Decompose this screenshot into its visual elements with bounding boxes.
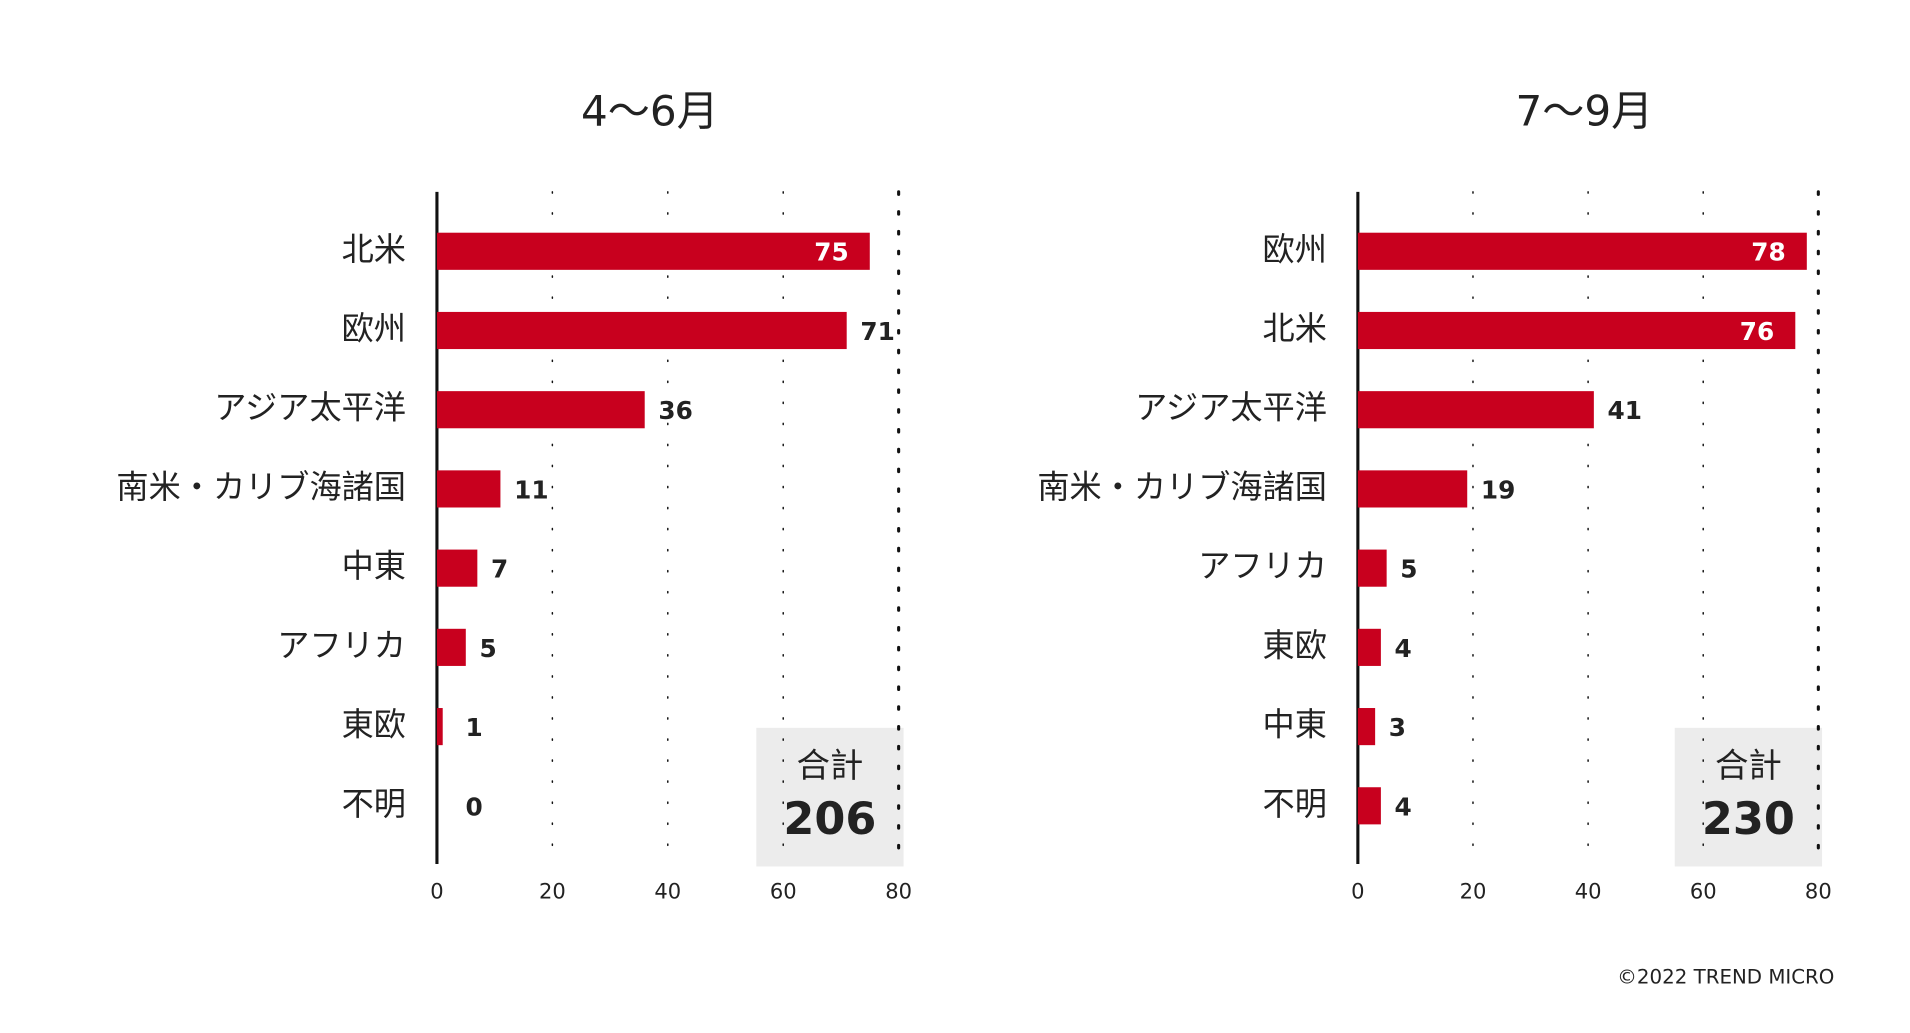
value-label: 0	[465, 792, 482, 821]
bar	[436, 708, 443, 746]
category-label: アジア太平洋	[214, 389, 406, 427]
value-label: 36	[658, 396, 692, 425]
category-label: 北米	[1263, 309, 1327, 347]
category-label: 東欧	[342, 706, 406, 744]
category-label: 南米・カリブ海諸国	[1037, 468, 1327, 506]
category-label: 北米	[342, 230, 406, 268]
category-label: 欧州	[1263, 230, 1327, 268]
bar	[1357, 391, 1594, 429]
x-tick-label: 80	[1805, 878, 1832, 903]
total-box	[756, 727, 904, 867]
value-label: 4	[1395, 792, 1412, 821]
category-label: 東欧	[1263, 626, 1327, 664]
x-tick-label: 40	[654, 878, 681, 903]
category-label: アジア太平洋	[1135, 389, 1327, 427]
x-tick-label: 0	[1351, 878, 1364, 903]
bar	[436, 391, 645, 429]
value-label: 4	[1395, 634, 1412, 663]
value-label: 76	[1740, 317, 1774, 346]
bar	[1357, 311, 1796, 350]
value-label: 5	[1400, 555, 1417, 584]
x-tick-label: 60	[770, 878, 797, 903]
x-tick-label: 40	[1575, 878, 1602, 903]
category-label: アフリカ	[1198, 547, 1327, 585]
x-tick-label: 80	[885, 878, 912, 903]
total-box	[1674, 727, 1823, 867]
bar	[436, 549, 478, 587]
footer: ©2022 TREND MICRO	[1617, 965, 1834, 988]
chart-title: 4〜6月	[581, 86, 719, 135]
value-label: 1	[465, 713, 482, 742]
bar	[436, 311, 847, 350]
bar	[436, 470, 501, 508]
category-label: 中東	[342, 547, 406, 585]
bar	[1357, 549, 1387, 587]
bar	[1357, 232, 1807, 270]
value-label: 19	[1481, 475, 1515, 504]
bar	[1357, 787, 1381, 825]
value-label: 41	[1608, 396, 1642, 425]
category-label: 不明	[1263, 785, 1327, 823]
bar	[1357, 628, 1381, 666]
chart-title: 7〜9月	[1516, 86, 1654, 135]
category-label: 中東	[1263, 706, 1327, 744]
total-label: 合計	[1715, 746, 1782, 785]
bar	[1357, 470, 1468, 508]
category-label: 不明	[342, 785, 406, 823]
value-label: 71	[860, 317, 894, 346]
bar	[436, 232, 870, 270]
category-label: 欧州	[342, 309, 406, 347]
x-tick-label: 60	[1690, 878, 1717, 903]
value-label: 78	[1751, 238, 1785, 267]
x-tick-label: 0	[430, 878, 443, 903]
x-tick-label: 20	[539, 878, 566, 903]
x-tick-label: 20	[1460, 878, 1487, 903]
value-label: 5	[479, 634, 496, 663]
value-label: 11	[514, 475, 548, 504]
total-label: 合計	[797, 746, 864, 785]
value-label: 7	[491, 555, 508, 584]
bar	[436, 628, 466, 666]
total-value: 206	[783, 793, 876, 845]
bar	[1357, 708, 1376, 746]
value-label: 75	[814, 238, 848, 267]
category-label: 南米・カリブ海諸国	[116, 468, 406, 506]
total-value: 230	[1702, 793, 1795, 845]
value-label: 3	[1389, 713, 1406, 742]
category-label: アフリカ	[277, 626, 406, 664]
